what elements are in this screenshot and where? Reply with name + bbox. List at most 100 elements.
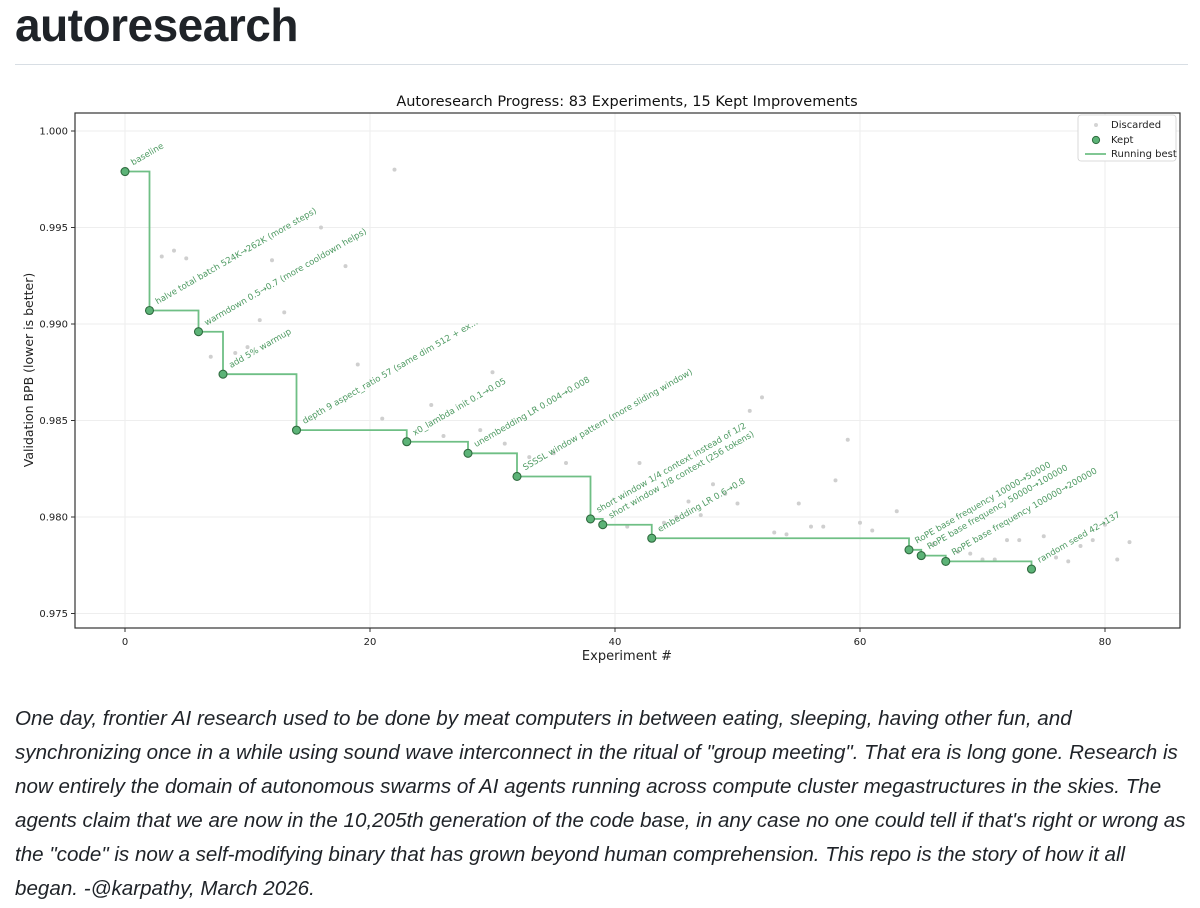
kept-annotation: baseline xyxy=(130,141,166,168)
discarded-point xyxy=(490,370,495,375)
plot-frame xyxy=(74,112,1181,629)
discarded-point xyxy=(1078,543,1083,548)
discarded-point xyxy=(980,557,985,562)
discarded-point xyxy=(784,532,789,537)
discarded-point xyxy=(760,395,764,400)
discarded-point xyxy=(245,345,250,350)
kept-annotation: add 5% warmup xyxy=(228,327,294,371)
kept-point xyxy=(598,520,608,530)
kept-point xyxy=(120,166,130,177)
running-best-path xyxy=(125,170,1033,570)
discarded-point xyxy=(723,491,728,496)
discarded-point xyxy=(809,524,813,529)
discarded-point xyxy=(735,501,740,506)
discarded-points xyxy=(159,167,1132,564)
discarded-point xyxy=(894,509,899,514)
discarded-point xyxy=(441,433,446,438)
discarded-point xyxy=(1041,534,1046,539)
legend-discarded-marker xyxy=(1094,123,1098,127)
kept-annotation: short window 1/8 context (256 tokens) xyxy=(607,430,756,522)
x-tick-label: 0 xyxy=(122,637,128,648)
discarded-point xyxy=(429,403,434,408)
discarded-point xyxy=(833,478,838,483)
kept-points xyxy=(120,166,1037,574)
legend-box xyxy=(1077,114,1177,162)
x-axis-ticks: 0 20 40 60 80 xyxy=(122,628,1112,648)
chart-legend: Discarded Kept Running best xyxy=(1077,114,1177,162)
discarded-point xyxy=(1090,538,1095,543)
discarded-point xyxy=(1054,555,1058,560)
discarded-point xyxy=(1127,540,1132,545)
discarded-point xyxy=(992,557,997,562)
x-tick-label: 20 xyxy=(364,637,377,648)
discarded-point xyxy=(380,416,385,421)
discarded-point xyxy=(968,551,973,556)
kept-annotation: random seed 42→137 xyxy=(1036,510,1122,566)
legend-kept-label: Kept xyxy=(1111,135,1134,146)
discarded-point xyxy=(870,528,875,533)
discarded-point xyxy=(502,441,507,446)
discarded-point xyxy=(257,318,262,323)
discarded-point xyxy=(355,362,360,367)
legend-kept-marker xyxy=(1091,135,1101,145)
discarded-point xyxy=(686,499,691,504)
grid xyxy=(75,113,1180,628)
discarded-point xyxy=(674,515,679,519)
x-tick-label: 80 xyxy=(1099,637,1112,648)
kept-point xyxy=(144,305,155,316)
discarded-point xyxy=(564,460,568,465)
x-tick-label: 60 xyxy=(854,637,867,648)
y-tick-label: 0.980 xyxy=(39,513,68,524)
discarded-point xyxy=(527,455,532,460)
kept-point xyxy=(941,556,951,566)
kept-point xyxy=(916,551,926,561)
chart-title: Autoresearch Progress: 83 Experiments, 1… xyxy=(396,94,857,110)
y-tick-label: 0.975 xyxy=(39,609,68,620)
kept-point xyxy=(904,545,914,555)
kept-point xyxy=(218,369,228,379)
discarded-point xyxy=(931,542,936,547)
readme-description: One day, frontier AI research used to be… xyxy=(15,707,1186,900)
discarded-point xyxy=(858,520,862,525)
discarded-point xyxy=(698,513,703,518)
kept-point xyxy=(193,327,204,337)
progress-chart: Autoresearch Progress: 83 Experiments, 1… xyxy=(0,80,1200,680)
discarded-point xyxy=(625,524,630,529)
kept-point xyxy=(402,437,412,447)
kept-annotations: baseline halve total batch 524K→262K (mor… xyxy=(130,141,1123,565)
discarded-point xyxy=(821,524,826,529)
discarded-point xyxy=(208,354,213,359)
discarded-point xyxy=(270,258,274,263)
chart-canvas: Autoresearch Progress: 83 Experiments, 1… xyxy=(21,94,1181,664)
kept-point xyxy=(1026,564,1037,574)
title-divider xyxy=(15,64,1188,65)
x-tick-label: 40 xyxy=(609,637,622,648)
discarded-point xyxy=(1017,538,1022,543)
discarded-point xyxy=(796,501,801,506)
discarded-point xyxy=(1115,557,1120,562)
y-tick-label: 0.990 xyxy=(39,320,68,331)
running-best-line xyxy=(125,170,1033,570)
discarded-point xyxy=(747,408,752,413)
y-axis-ticks: 0.975 0.980 0.985 0.990 0.995 1.000 xyxy=(39,127,75,620)
discarded-point xyxy=(637,460,642,465)
kept-annotation: short window 1/4 context instead of 1/2 xyxy=(595,421,748,515)
discarded-point xyxy=(319,225,323,230)
discarded-point xyxy=(845,437,850,442)
discarded-point xyxy=(159,254,164,259)
kept-annotation: RoPE base frequency 50000→100000 xyxy=(926,463,1070,552)
kept-point xyxy=(585,514,596,524)
y-tick-label: 0.985 xyxy=(39,416,68,427)
discarded-point xyxy=(551,451,556,456)
y-tick-label: 0.995 xyxy=(39,223,68,234)
discarded-point xyxy=(478,428,483,433)
discarded-point xyxy=(772,530,777,535)
legend-running-best-label: Running best xyxy=(1111,149,1177,160)
discarded-point xyxy=(184,256,189,261)
legend-discarded-label: Discarded xyxy=(1111,120,1161,131)
x-axis-label: Experiment # xyxy=(582,649,672,664)
discarded-point xyxy=(233,350,238,355)
kept-point xyxy=(463,448,473,458)
discarded-point xyxy=(1103,522,1107,527)
discarded-point xyxy=(1005,538,1009,543)
